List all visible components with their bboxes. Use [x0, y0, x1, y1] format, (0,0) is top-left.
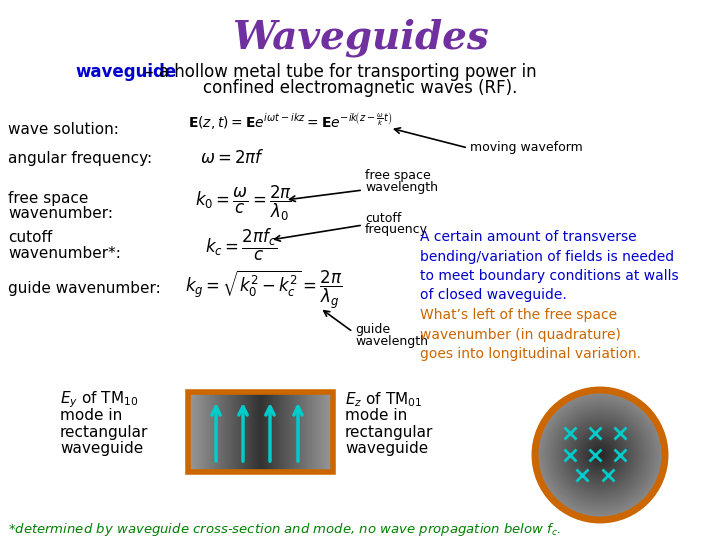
Text: frequency: frequency — [365, 224, 428, 237]
Text: rectangular: rectangular — [60, 424, 148, 440]
Text: $\mathbf{E}(z,t)=\mathbf{E}e^{i\omega t-ikz}=\mathbf{E}e^{-ik\!\left(z-\frac{\om: $\mathbf{E}(z,t)=\mathbf{E}e^{i\omega t-… — [188, 112, 392, 132]
Text: A certain amount of transverse
bending/variation of fields is needed
to meet bou: A certain amount of transverse bending/v… — [420, 230, 679, 302]
Text: – a hollow metal tube for transporting power in: – a hollow metal tube for transporting p… — [140, 63, 536, 81]
Text: waveguide: waveguide — [345, 441, 428, 456]
Text: $\omega = 2\pi f$: $\omega = 2\pi f$ — [200, 149, 265, 167]
Text: $k_0=\dfrac{\omega}{c}=\dfrac{2\pi}{\lambda_0}$: $k_0=\dfrac{\omega}{c}=\dfrac{2\pi}{\lam… — [195, 184, 292, 222]
Text: rectangular: rectangular — [345, 424, 433, 440]
Text: wavenumber*:: wavenumber*: — [8, 246, 121, 261]
Text: waveguide: waveguide — [60, 441, 143, 456]
Text: free space: free space — [365, 170, 431, 183]
Text: wavelength: wavelength — [355, 335, 428, 348]
Text: cutoff: cutoff — [365, 212, 401, 225]
Bar — [188, 392, 333, 472]
Text: mode in: mode in — [345, 408, 408, 423]
Text: wavenumber:: wavenumber: — [8, 206, 113, 221]
Text: confined electromagnetic waves (RF).: confined electromagnetic waves (RF). — [203, 79, 517, 97]
Text: cutoff: cutoff — [8, 231, 53, 246]
Text: $k_g=\sqrt{k_0^2-k_c^2}=\dfrac{2\pi}{\lambda_g}$: $k_g=\sqrt{k_0^2-k_c^2}=\dfrac{2\pi}{\la… — [185, 268, 343, 312]
Text: free space: free space — [8, 191, 89, 206]
Text: angular frequency:: angular frequency: — [8, 151, 152, 165]
Text: wavelength: wavelength — [365, 181, 438, 194]
Text: $E_z$ of TM$_{01}$: $E_z$ of TM$_{01}$ — [345, 390, 422, 409]
Text: *determined by waveguide cross-section and mode, no wave propagation below $f_c$: *determined by waveguide cross-section a… — [8, 522, 562, 538]
Text: mode in: mode in — [60, 408, 122, 423]
Text: waveguide: waveguide — [75, 63, 176, 81]
Text: What’s left of the free space
wavenumber (in quadrature)
goes into longitudinal : What’s left of the free space wavenumber… — [420, 308, 641, 361]
Text: wave solution:: wave solution: — [8, 123, 119, 138]
Text: $E_y$ of TM$_{10}$: $E_y$ of TM$_{10}$ — [60, 390, 138, 410]
Text: $k_c=\dfrac{2\pi f_c}{c}$: $k_c=\dfrac{2\pi f_c}{c}$ — [205, 227, 277, 263]
Text: guide wavenumber:: guide wavenumber: — [8, 280, 161, 295]
Text: moving waveform: moving waveform — [470, 141, 582, 154]
Text: guide: guide — [355, 323, 390, 336]
Text: Waveguides: Waveguides — [232, 19, 488, 57]
